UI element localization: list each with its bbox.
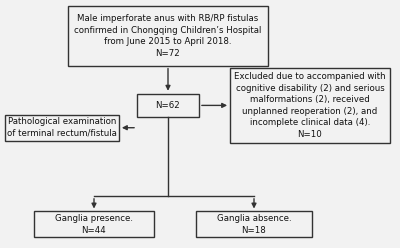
Text: Pathological examination
of terminal rectum/fistula: Pathological examination of terminal rec… (7, 118, 117, 138)
FancyBboxPatch shape (196, 211, 312, 238)
Text: N=62: N=62 (156, 101, 180, 110)
FancyBboxPatch shape (230, 68, 390, 143)
FancyBboxPatch shape (5, 115, 119, 141)
Text: Ganglia presence.
N=44: Ganglia presence. N=44 (55, 214, 133, 235)
Text: Excluded due to accompanied with
cognitive disability (2) and serious
malformati: Excluded due to accompanied with cogniti… (234, 72, 386, 139)
Text: Male imperforate anus with RB/RP fistulas
confirmed in Chongqing Children’s Hosp: Male imperforate anus with RB/RP fistula… (74, 14, 262, 58)
FancyBboxPatch shape (68, 6, 268, 66)
FancyBboxPatch shape (34, 211, 154, 238)
Text: Ganglia absence.
N=18: Ganglia absence. N=18 (217, 214, 291, 235)
FancyBboxPatch shape (137, 94, 199, 117)
